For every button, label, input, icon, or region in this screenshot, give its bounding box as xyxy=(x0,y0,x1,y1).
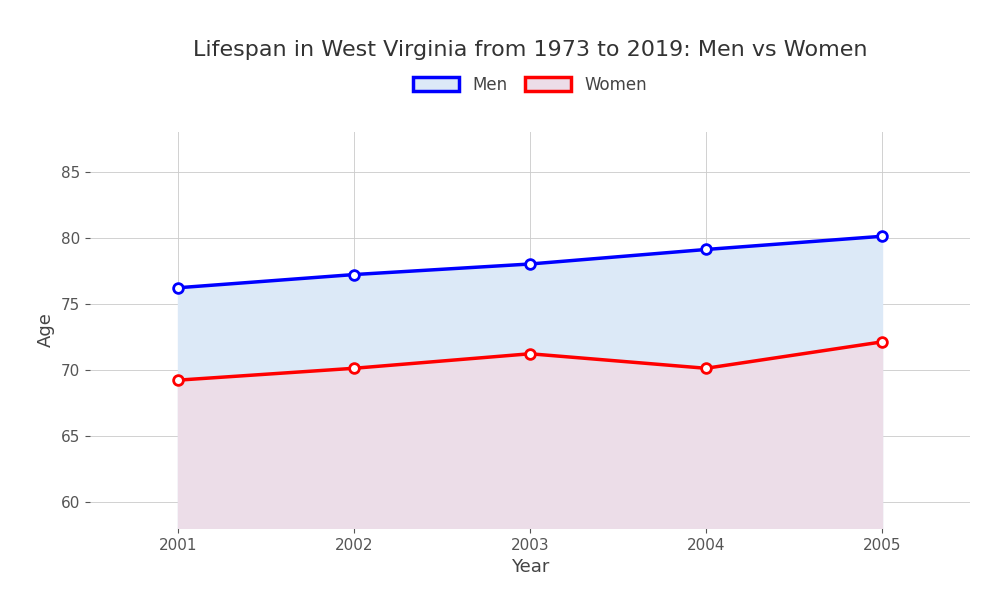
X-axis label: Year: Year xyxy=(511,558,549,576)
Legend: Men, Women: Men, Women xyxy=(406,69,654,100)
Y-axis label: Age: Age xyxy=(37,313,55,347)
Title: Lifespan in West Virginia from 1973 to 2019: Men vs Women: Lifespan in West Virginia from 1973 to 2… xyxy=(193,40,867,59)
